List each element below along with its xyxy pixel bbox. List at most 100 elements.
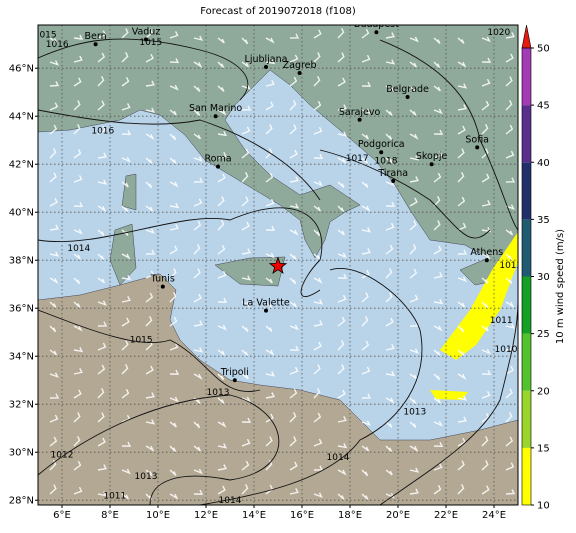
- wind-barb: [121, 28, 129, 39]
- wind-barb: [169, 316, 178, 327]
- wind-barb: [313, 412, 322, 423]
- wind-barb: [265, 124, 273, 135]
- wind-barb: [433, 271, 443, 279]
- wind-barb: [385, 222, 395, 231]
- city-dot: [93, 42, 98, 47]
- colorbar-tick-label: 30: [537, 272, 550, 283]
- wind-barb: [385, 32, 395, 39]
- graticule: [38, 25, 518, 505]
- wind-barb: [361, 366, 371, 375]
- wind-barb: [337, 442, 348, 449]
- wind-barb: [505, 124, 514, 135]
- wind-barb: [481, 435, 489, 447]
- map-axes: 6°E 8°E 10°E 12°E 14°E 16°E 18°E 20°E 22°E 24°E 28…: [9, 64, 506, 521]
- wind-barb: [265, 392, 275, 399]
- wind-barb: [505, 277, 513, 285]
- isobar: [38, 38, 249, 101]
- lat-tick-label: 40°N: [9, 208, 34, 219]
- wind-barb: [361, 493, 369, 501]
- lon-tick-label: 6°E: [53, 510, 71, 521]
- city-label: Belgrade: [386, 84, 429, 95]
- wind-barb: [457, 349, 465, 357]
- wind-barb: [49, 197, 58, 207]
- wind-barb: [97, 321, 108, 327]
- wind-barb: [217, 173, 226, 183]
- isobar-label: 1020: [487, 28, 510, 38]
- wind-barb: [193, 468, 203, 475]
- wind-barb: [313, 126, 323, 135]
- wind-barb: [385, 267, 393, 279]
- wind-barb: [409, 488, 419, 495]
- colorbar-extension: [521, 24, 532, 49]
- wind-barb: [433, 245, 442, 255]
- wind-barb: [337, 273, 348, 279]
- wind-barb: [49, 224, 59, 231]
- wind-barb: [169, 469, 177, 476]
- wind-barb: [289, 33, 300, 39]
- wind-barb: [481, 148, 489, 159]
- wind-barb: [433, 61, 441, 69]
- isobar-label: 1013: [403, 407, 426, 417]
- wind-barb: [217, 196, 225, 207]
- lon-tick-label: 16°E: [290, 510, 314, 521]
- city-dot: [216, 164, 220, 169]
- wind-barb: [73, 202, 84, 208]
- wind-barb: [241, 349, 249, 357]
- city-dot: [213, 114, 218, 119]
- wind-barb: [145, 133, 155, 141]
- wind-barb: [193, 109, 201, 117]
- wind-barb: [385, 469, 393, 476]
- wind-barb: [265, 101, 274, 111]
- wind-barb: [385, 59, 396, 65]
- wind-barb: [193, 156, 203, 162]
- wind-barb: [265, 37, 275, 44]
- city-dot: [297, 71, 302, 75]
- wind-barb: [169, 268, 177, 279]
- colorbar-tick-label: 10: [537, 501, 550, 512]
- wind-barb: [433, 108, 443, 115]
- wind-barb: [145, 157, 153, 165]
- wind-barb: [433, 325, 443, 332]
- wind-barb: [457, 222, 467, 231]
- wind-barb: [337, 77, 346, 87]
- colorbar-tick-label: 50: [537, 44, 550, 55]
- wind-barb: [241, 396, 251, 403]
- wind-barb: [169, 157, 177, 164]
- isobar: [38, 207, 323, 297]
- wind-barb: [49, 81, 60, 87]
- wind-barb: [385, 421, 393, 428]
- wind-barb: [313, 465, 324, 471]
- wind-barb: [265, 172, 274, 183]
- wind-barb: [289, 436, 297, 447]
- wind-barb: [97, 364, 106, 375]
- wind-barb: [481, 460, 489, 471]
- wind-barb: [73, 460, 82, 471]
- wind-barb: [145, 270, 155, 279]
- wind-barb: [145, 469, 153, 477]
- wind-barb: [433, 420, 443, 427]
- wind-barb: [337, 469, 347, 476]
- wind-barb: [337, 229, 345, 236]
- wind-barb: [169, 58, 180, 64]
- wind-barb: [97, 412, 105, 423]
- wind-barb: [313, 492, 323, 498]
- wind-barb: [265, 325, 273, 332]
- city-label: Bern: [85, 31, 107, 42]
- wind-barb: [337, 181, 345, 189]
- isobar: [319, 149, 491, 239]
- wind-barb: [73, 486, 83, 495]
- lon-tick-label: 12°E: [194, 510, 218, 521]
- wind-barb: [457, 83, 468, 89]
- wind-barb: [289, 149, 298, 159]
- wind-barb: [361, 248, 371, 255]
- wind-barb: [385, 244, 394, 255]
- city-dot: [144, 37, 148, 42]
- city-label: Tunis: [150, 274, 175, 285]
- wind-barb: [385, 201, 396, 207]
- wind-barb: [73, 389, 82, 399]
- lat-tick-label: 28°N: [9, 496, 34, 507]
- wind-barb: [145, 365, 154, 375]
- wind-barb: [409, 397, 417, 405]
- wind-barb: [265, 58, 276, 65]
